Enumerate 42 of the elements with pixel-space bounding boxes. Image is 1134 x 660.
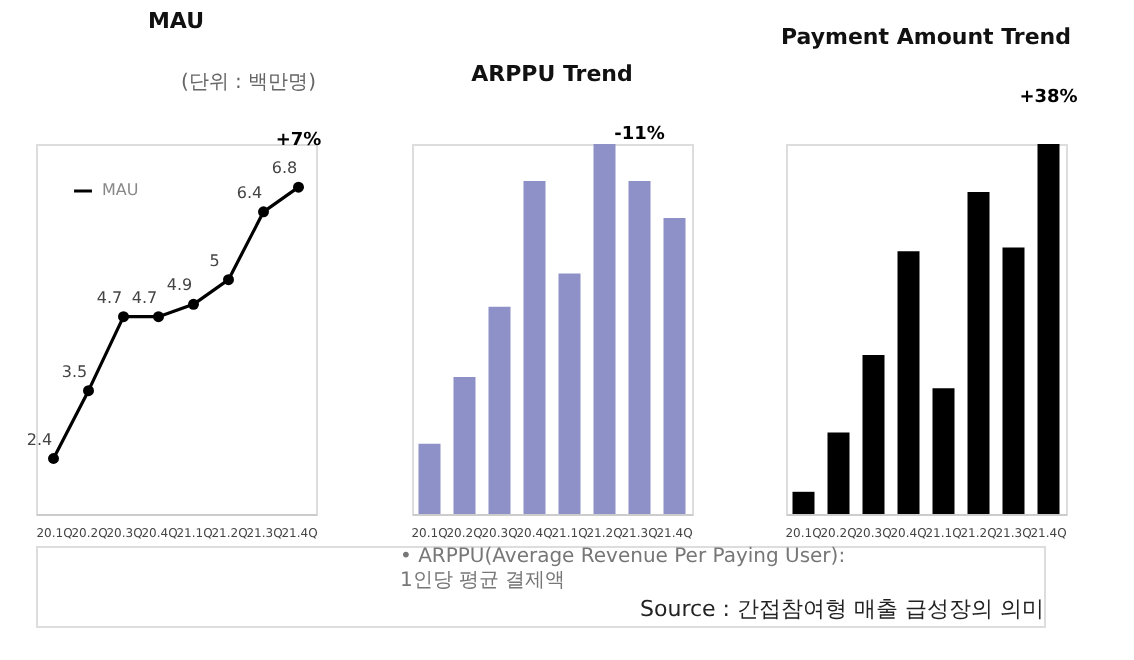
bar	[932, 388, 955, 514]
bar	[523, 181, 546, 514]
data-label: 2.4	[26, 430, 53, 449]
bar	[1037, 144, 1060, 514]
data-label: 5	[209, 251, 220, 270]
bar	[628, 181, 651, 514]
bar	[827, 432, 850, 514]
bar	[1002, 247, 1025, 514]
data-label: 4.9	[166, 276, 193, 295]
bar	[967, 192, 990, 514]
data-label: 4.7	[96, 288, 123, 307]
data-label: 6.4	[236, 183, 263, 202]
point	[258, 206, 269, 218]
annotation: +38%	[1019, 88, 1078, 108]
chart-title: MAU	[147, 8, 205, 34]
bar	[792, 491, 815, 514]
chart-title: Payment Amount Trend	[780, 24, 1072, 50]
bar	[418, 443, 441, 514]
source-note: Source : 간접참여형 매출 급성장의 의미	[640, 596, 1044, 622]
point	[293, 181, 304, 193]
data-label: 6.8	[271, 159, 298, 178]
bar	[897, 251, 920, 514]
text: • ARPPU(Average Revenue Per Paying User): 1인당 평균 결제액	[400, 546, 846, 592]
legend-label: MAU	[102, 181, 139, 199]
point	[153, 311, 164, 323]
bar	[488, 306, 511, 514]
chart-title: ARPPU Trend	[471, 61, 633, 87]
data-label: 4.7	[131, 288, 158, 307]
annotation: -11%	[614, 125, 665, 145]
point	[223, 274, 234, 286]
bar	[453, 377, 476, 514]
point	[48, 453, 59, 464]
point	[83, 385, 94, 397]
point	[118, 311, 129, 323]
bar	[558, 273, 581, 514]
text: (단위 : 백만명)	[180, 72, 317, 94]
data-label: 3.5	[61, 362, 88, 381]
bar	[663, 218, 686, 514]
bar	[593, 144, 616, 514]
annotation: +7%	[275, 131, 322, 152]
point	[188, 298, 199, 310]
bar	[862, 354, 885, 514]
